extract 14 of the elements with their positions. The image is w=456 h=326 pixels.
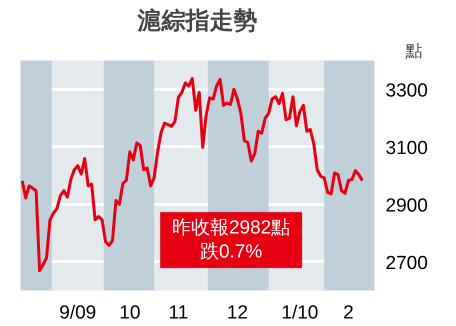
x-tick-label: 1/10 <box>281 302 318 324</box>
y-tick-label: 3300 <box>386 80 428 102</box>
x-tick-label: 2 <box>343 302 354 324</box>
x-tick-label: 12 <box>226 302 248 324</box>
y-tick-label: 2900 <box>386 195 428 216</box>
annotation: 跌0.7% <box>200 242 262 263</box>
x-tick-label: 11 <box>168 302 188 324</box>
y-tick-label: 3100 <box>386 138 428 159</box>
annotation: 昨收報2982點 <box>172 217 290 238</box>
x-tick-label: 10 <box>119 302 140 324</box>
y-tick-label: 2700 <box>386 252 428 274</box>
y-axis-title: 點 <box>404 42 422 60</box>
chart-title: 滬綜指走勢 <box>136 8 258 34</box>
x-tick-label: 9/09 <box>59 302 96 324</box>
